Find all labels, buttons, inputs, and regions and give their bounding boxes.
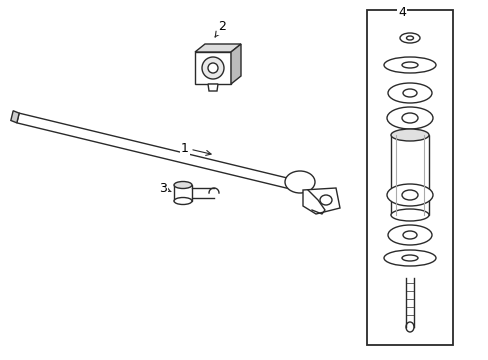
Ellipse shape — [387, 225, 431, 245]
Ellipse shape — [383, 250, 435, 266]
Text: 3: 3 — [159, 181, 170, 194]
Ellipse shape — [174, 198, 192, 204]
Ellipse shape — [402, 231, 416, 239]
Ellipse shape — [202, 57, 224, 79]
Ellipse shape — [383, 57, 435, 73]
Ellipse shape — [387, 83, 431, 103]
Polygon shape — [390, 135, 428, 215]
Ellipse shape — [386, 184, 432, 206]
Polygon shape — [195, 52, 230, 84]
Ellipse shape — [207, 63, 218, 73]
Ellipse shape — [401, 255, 417, 261]
Ellipse shape — [402, 89, 416, 97]
Ellipse shape — [401, 113, 417, 123]
Ellipse shape — [401, 62, 417, 68]
Polygon shape — [195, 44, 241, 52]
Ellipse shape — [406, 36, 413, 40]
Ellipse shape — [405, 322, 413, 332]
Text: 2: 2 — [215, 21, 225, 37]
Polygon shape — [174, 185, 192, 201]
Ellipse shape — [401, 190, 417, 200]
Polygon shape — [207, 84, 218, 91]
Polygon shape — [11, 111, 19, 123]
Ellipse shape — [285, 171, 314, 193]
Ellipse shape — [174, 181, 192, 189]
Ellipse shape — [390, 129, 428, 141]
Text: 4: 4 — [397, 5, 405, 18]
Polygon shape — [230, 44, 241, 84]
Ellipse shape — [386, 107, 432, 129]
Ellipse shape — [399, 33, 419, 43]
Polygon shape — [17, 113, 296, 190]
Text: 1: 1 — [181, 141, 211, 156]
FancyBboxPatch shape — [366, 10, 452, 345]
Ellipse shape — [390, 209, 428, 221]
Polygon shape — [303, 188, 339, 214]
Ellipse shape — [319, 195, 331, 205]
